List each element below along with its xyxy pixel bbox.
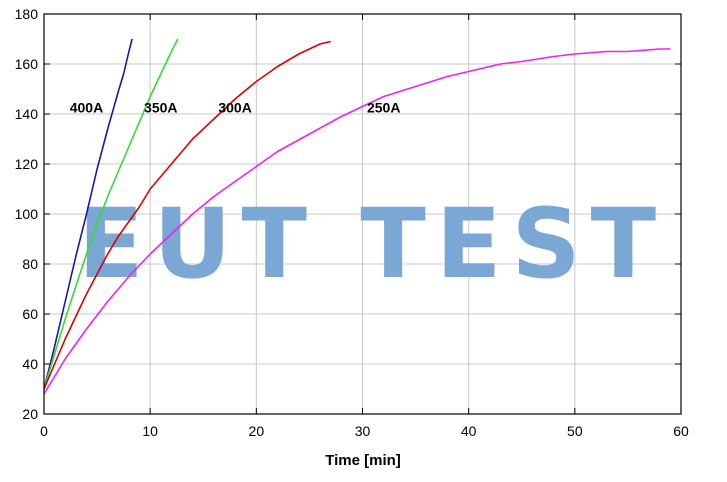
- x-tick-label: 20: [249, 423, 265, 439]
- y-tick-label: 40: [22, 356, 38, 372]
- x-tick-label: 50: [567, 423, 583, 439]
- series-lines: [43, 38, 671, 395]
- y-tick-label: 60: [22, 306, 38, 322]
- series-label-300a: 300A: [218, 100, 251, 116]
- series-label-250a: 250A: [367, 100, 400, 116]
- y-axis-ticks: 20 40 60 80 100 120 140 160 180: [15, 6, 39, 422]
- series-label-400a: 400A: [70, 100, 103, 116]
- y-tick-label: 20: [22, 406, 38, 422]
- x-tick-label: 60: [673, 423, 689, 439]
- x-tick-label: 30: [355, 423, 371, 439]
- plot-frame: [43, 13, 682, 415]
- x-tick-label: 0: [40, 423, 48, 439]
- watermark-text: EUT TEST: [78, 188, 666, 300]
- y-tick-label: 160: [15, 56, 39, 72]
- x-axis-title: Time [min]: [325, 452, 401, 469]
- x-tick-label: 10: [142, 423, 158, 439]
- series-line-300a: [43, 40, 331, 390]
- series-labels: 400A 350A 300A 250A: [70, 100, 401, 116]
- grid: [44, 14, 681, 414]
- series-line-400a: [43, 38, 133, 390]
- y-tick-label: 120: [15, 156, 39, 172]
- watermark: EUT TEST: [78, 188, 666, 300]
- series-label-350a: 350A: [144, 100, 177, 116]
- y-tick-label: 180: [15, 6, 39, 22]
- x-axis-ticks: 0 10 20 30 40 50 60: [40, 423, 689, 439]
- series-line-350a: [43, 38, 179, 390]
- y-tick-label: 100: [15, 206, 39, 222]
- series-line-250a: [43, 48, 671, 395]
- x-tick-label: 40: [461, 423, 477, 439]
- y-tick-label: 140: [15, 106, 39, 122]
- y-tick-label: 80: [22, 256, 38, 272]
